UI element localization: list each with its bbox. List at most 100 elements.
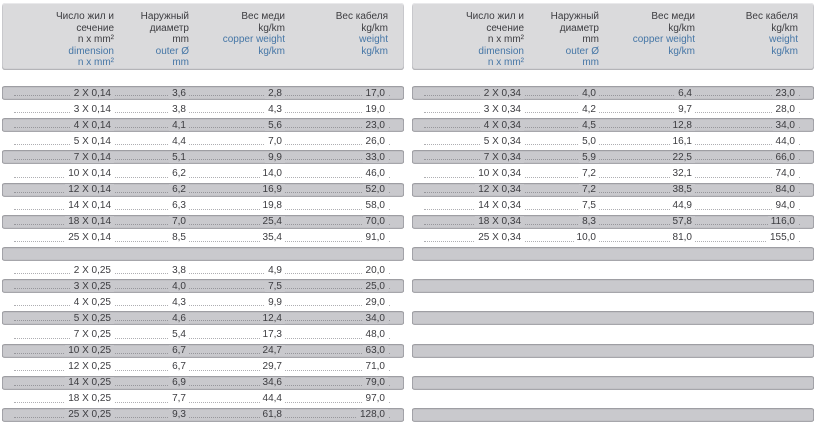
cell-value: 70,0 [362, 216, 388, 228]
dot-leader [424, 159, 800, 161]
table-body: 2 X 0,34 4,0 6,4 23,0 3 X 0,34 4,2 9,7 28,0 4 X … [412, 85, 814, 423]
cell-cable-weight: 74,0 [699, 168, 814, 180]
cell-dimension: 10 X 0,14 [2, 168, 116, 180]
cell-copper-weight: 19,8 [192, 200, 289, 212]
cell-value: 57,8 [669, 216, 695, 228]
table-row: 3 X 0,34 4,2 9,7 28,0 [412, 101, 814, 118]
cell-cable-weight: 44,0 [699, 135, 814, 147]
table-row: 12 X 0,25 6,7 29,7 71,0 [2, 358, 404, 375]
dot-leader [424, 95, 800, 97]
cable-table-right: Число жил и сечение n x mm² dimension n x mm… [412, 3, 814, 423]
cell-value: 5 X 0,14 [70, 135, 114, 147]
cell-value: 81,0 [669, 232, 695, 244]
table-row: 14 X 0,14 6,3 19,8 58,0 [2, 197, 404, 214]
cell-value: 17,0 [362, 87, 388, 99]
cell-value: 14 X 0,25 [65, 377, 114, 389]
header-line-ru: Число жил и [465, 11, 524, 22]
cell-cable-weight: 23,0 [289, 119, 404, 131]
cell-cable-weight: 23,0 [699, 87, 814, 99]
cell-cable-weight: 17,0 [289, 87, 404, 99]
cell-copper-weight: 34,6 [192, 377, 289, 389]
header-line-ru: n x mm² [77, 34, 114, 46]
cell-dimension: 3 X 0,25 [2, 280, 116, 292]
cell-copper-weight: 24,7 [192, 345, 289, 357]
cell-value: 4,3 [169, 296, 189, 308]
cell-value: 4,9 [265, 264, 285, 276]
table-row: 7 X 0,25 5,4 17,3 48,0 [2, 326, 404, 343]
cell-value: 3,8 [169, 103, 189, 115]
cell-value: 29,0 [362, 296, 388, 308]
header-line-ru: Вес кабеля [335, 11, 388, 22]
cell-dimension: 5 X 0,25 [2, 312, 116, 324]
cell-dimension: 4 X 0,14 [2, 119, 116, 131]
table-row: 18 X 0,25 7,7 44,4 97,0 [2, 390, 404, 407]
cell-value: 12 X 0,25 [65, 361, 114, 373]
cell-outer-diameter: 8,3 [526, 216, 602, 228]
header-col-2: Вес меди kg/km copper weight kg/km [602, 11, 699, 70]
cell-cable-weight: 155,0 [699, 232, 814, 244]
cell-value: 4,4 [169, 135, 189, 147]
cell-dimension: 10 X 0,34 [412, 168, 526, 180]
placeholder-row [412, 406, 814, 423]
placeholder-row [412, 358, 814, 375]
placeholder-row [412, 342, 814, 359]
cell-copper-weight: 9,9 [192, 151, 289, 163]
cell-value: 48,0 [362, 328, 388, 340]
cell-value: 2,8 [265, 87, 285, 99]
cell-value: 28,0 [772, 103, 798, 115]
table-row: 25 X 0,25 9,3 61,8 128,0 [2, 406, 404, 423]
cell-value: 16,1 [669, 135, 695, 147]
cell-dimension: 2 X 0,14 [2, 87, 116, 99]
cell-value: 8,3 [579, 216, 599, 228]
header-line-en: kg/km [361, 45, 388, 57]
cell-outer-diameter: 4,2 [526, 103, 602, 115]
cell-value: 26,0 [362, 135, 388, 147]
cell-value: 6,3 [169, 200, 189, 212]
dot-leader [14, 305, 390, 307]
cell-value: 2 X 0,25 [70, 264, 114, 276]
header-line-en: copper weight [632, 34, 695, 46]
dot-leader [424, 223, 800, 225]
cell-cable-weight: 63,0 [289, 345, 404, 357]
cell-value: 66,0 [772, 151, 798, 163]
cell-copper-weight: 16,9 [192, 184, 289, 196]
dot-leader [14, 352, 390, 354]
cell-value: 24,7 [259, 345, 285, 357]
cell-value: 9,9 [265, 151, 285, 163]
table-row: 14 X 0,34 7,5 44,9 94,0 [412, 197, 814, 214]
cell-copper-weight: 5,6 [192, 119, 289, 131]
header-line-en: n x mm² [77, 57, 114, 69]
dot-leader [424, 144, 800, 146]
cell-outer-diameter: 3,8 [116, 103, 192, 115]
header-line-ru: Вес кабеля [745, 11, 798, 22]
cell-dimension: 14 X 0,14 [2, 200, 116, 212]
cell-value: 71,0 [362, 361, 388, 373]
header-line-en: n x mm² [487, 57, 524, 69]
cell-copper-weight: 57,8 [602, 216, 699, 228]
placeholder-row [412, 390, 814, 407]
header-line-ru: mm [582, 34, 599, 46]
cell-value: 116,0 [767, 216, 798, 228]
cell-cable-weight: 58,0 [289, 200, 404, 212]
table-row: 4 X 0,34 4,5 12,8 34,0 [412, 117, 814, 134]
cell-cable-weight: 116,0 [699, 216, 814, 228]
dot-leader [14, 369, 390, 371]
header-line-ru: Наружный [550, 11, 599, 22]
header-line-ru: сечение [76, 22, 114, 34]
cell-value: 4 X 0,34 [480, 119, 524, 131]
placeholder-row [412, 294, 814, 311]
header-line-en: weight [769, 34, 798, 46]
cell-copper-weight: 32,1 [602, 168, 699, 180]
header-col-2: Вес меди kg/km copper weight kg/km [192, 11, 289, 70]
cell-outer-diameter: 4,0 [526, 87, 602, 99]
separator-row [412, 245, 814, 263]
cell-value: 25 X 0,14 [65, 232, 114, 244]
cell-cable-weight: 19,0 [289, 103, 404, 115]
cell-value: 7 X 0,34 [480, 151, 524, 163]
cell-value: 9,7 [675, 103, 695, 115]
cell-outer-diameter: 8,5 [116, 232, 192, 244]
cell-dimension: 18 X 0,34 [412, 216, 526, 228]
placeholder-row [412, 310, 814, 327]
cable-table-left: Число жил и сечение n x mm² dimension n x mm… [2, 3, 404, 423]
